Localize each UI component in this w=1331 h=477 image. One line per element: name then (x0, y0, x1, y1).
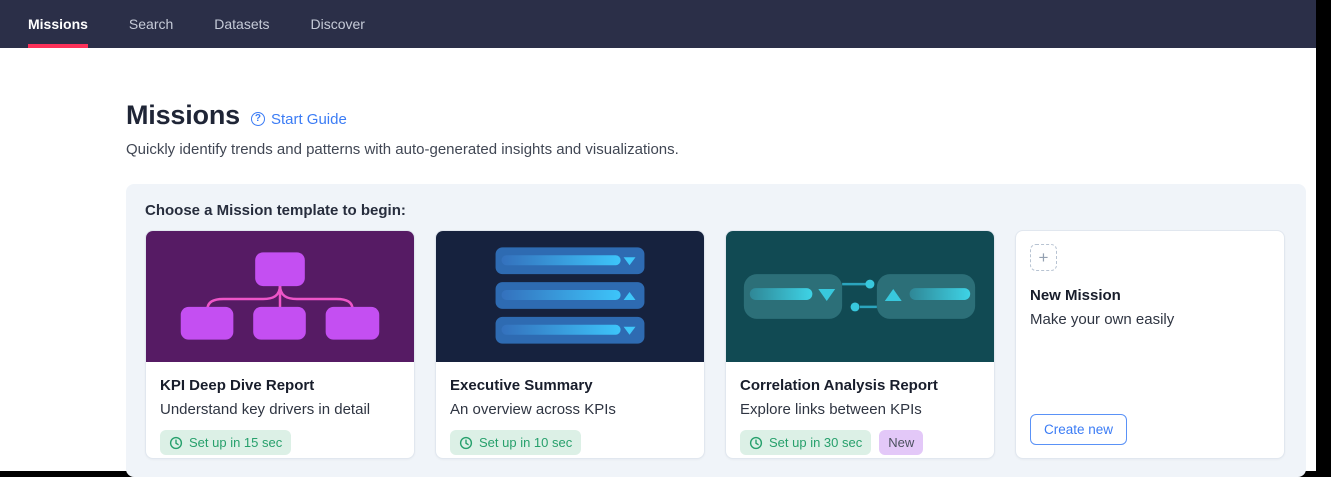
org-chart-thumbnail-icon (146, 231, 414, 362)
nav-tab-missions[interactable]: Missions (28, 0, 88, 48)
card-description: Understand key drivers in detail (160, 401, 371, 418)
card-badges: Set up in 30 sec New (740, 430, 980, 455)
card-description: Make your own easily (1030, 311, 1175, 328)
screen-edge-strip (1316, 0, 1331, 471)
nav-tab-discover[interactable]: Discover (310, 16, 365, 32)
template-card-executive-summary[interactable]: Executive Summary An overview across KPI… (435, 230, 705, 459)
setup-time-badge: Set up in 15 sec (160, 430, 292, 455)
add-placeholder-box: + (1030, 244, 1057, 271)
nav-tab-datasets[interactable]: Datasets (214, 16, 270, 32)
card-badges: Set up in 10 sec (450, 430, 690, 455)
setup-time-label: Set up in 15 sec (189, 435, 283, 450)
create-new-button[interactable]: Create new (1030, 414, 1128, 445)
page-title: Missions (126, 100, 240, 130)
title-row: Missions ? Start Guide (126, 100, 1316, 131)
panel-heading: Choose a Mission template to begin: (145, 202, 406, 219)
card-title: Executive Summary (450, 377, 593, 394)
card-description: An overview across KPIs (450, 401, 616, 418)
setup-time-badge: Set up in 30 sec (740, 430, 872, 455)
new-mission-card[interactable]: + New Mission Make your own easily Creat… (1015, 230, 1285, 459)
setup-time-label: Set up in 10 sec (479, 435, 573, 450)
new-badge: New (879, 430, 924, 455)
template-card-kpi-deep-dive[interactable]: KPI Deep Dive Report Understand key driv… (145, 230, 415, 459)
template-cards-row: KPI Deep Dive Report Understand key driv… (145, 230, 1306, 459)
setup-time-label: Set up in 30 sec (769, 435, 863, 450)
plus-icon: + (1038, 248, 1049, 267)
nav-tab-search[interactable]: Search (128, 16, 174, 32)
mission-template-panel: Choose a Mission template to begin: (126, 184, 1306, 477)
page-subtitle: Quickly identify trends and patterns wit… (126, 141, 679, 158)
card-body: KPI Deep Dive Report Understand key driv… (146, 362, 414, 455)
card-title: New Mission (1030, 287, 1121, 304)
card-body: Executive Summary An overview across KPI… (436, 362, 704, 455)
top-navigation: Missions Search Datasets Discover (0, 0, 1316, 48)
start-guide-link[interactable]: ? Start Guide (250, 110, 347, 128)
clock-icon (169, 436, 183, 449)
card-title: KPI Deep Dive Report (160, 377, 315, 394)
card-body: Correlation Analysis Report Explore link… (726, 362, 994, 455)
start-guide-label: Start Guide (270, 110, 347, 128)
template-card-correlation-analysis[interactable]: Correlation Analysis Report Explore link… (725, 230, 995, 459)
clock-icon (459, 436, 473, 449)
dropdown-bars-thumbnail-icon (436, 231, 704, 362)
card-description: Explore links between KPIs (740, 401, 922, 418)
card-badges: Set up in 15 sec (160, 430, 400, 455)
card-title: Correlation Analysis Report (740, 377, 938, 394)
main-content: Missions ? Start Guide Quickly identify … (0, 48, 1316, 477)
clock-icon (749, 436, 763, 449)
question-circle-icon: ? (250, 112, 265, 126)
setup-time-badge: Set up in 10 sec (450, 430, 582, 455)
linked-nodes-thumbnail-icon (726, 231, 994, 362)
